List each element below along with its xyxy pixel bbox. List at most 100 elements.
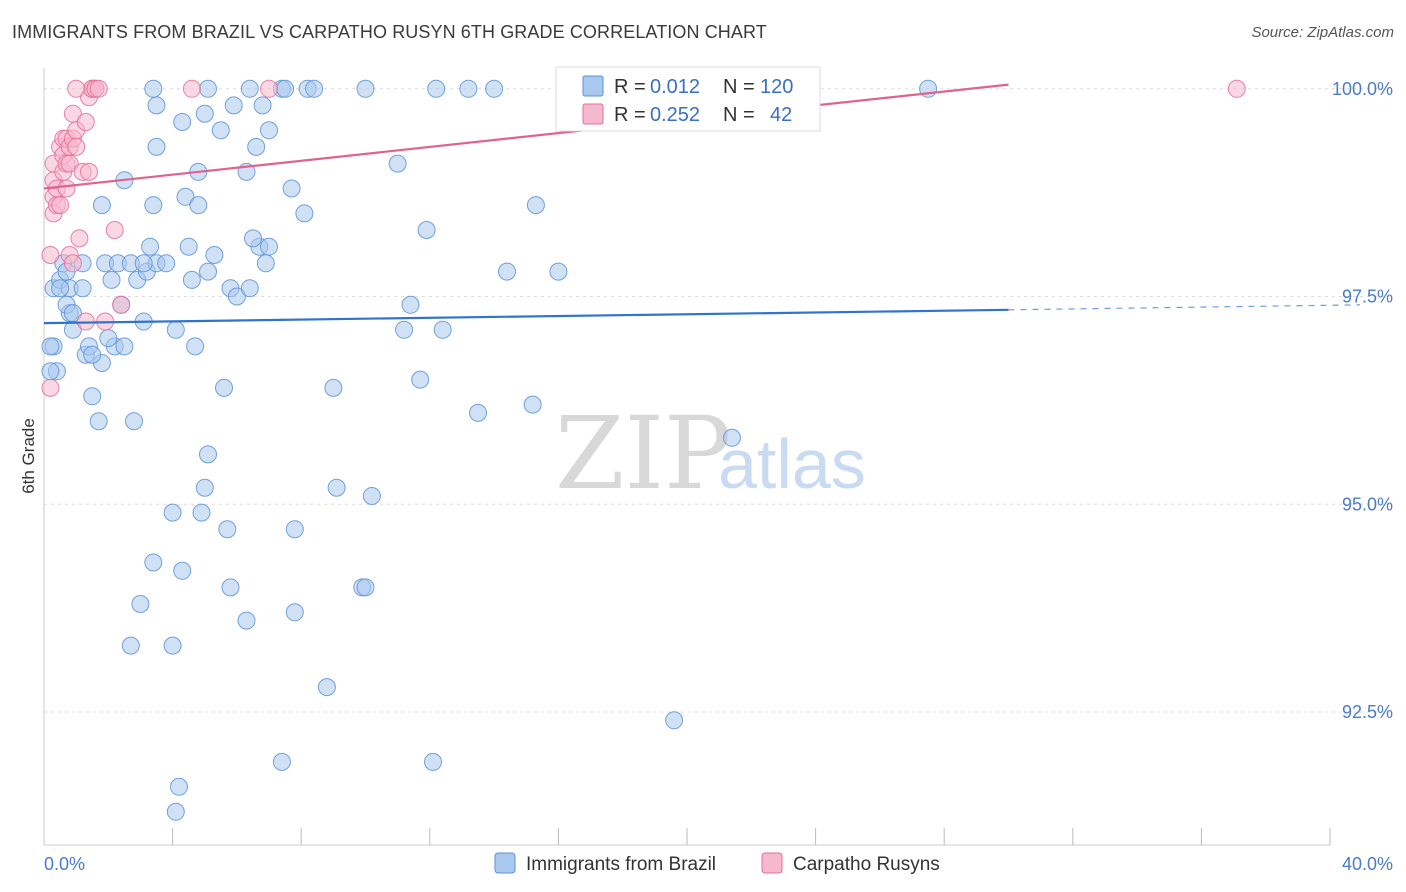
brazil-point-31 <box>157 254 176 273</box>
brazil-point-42 <box>211 121 230 140</box>
rusyn-trend-line <box>43 83 1009 190</box>
brazil-point-117 <box>99 329 118 348</box>
x-ticks <box>172 828 1331 845</box>
watermark-zip: ZIP <box>555 395 731 512</box>
y-tick-label-1: 97.5% <box>1342 287 1393 307</box>
brazil-point-82 <box>147 96 166 115</box>
rusyn-point-41 <box>51 196 70 215</box>
brazil-point-62 <box>411 370 430 389</box>
legend-n-label-1: N = <box>723 76 755 98</box>
trend-lines <box>43 83 1361 325</box>
series-rusyn-points <box>41 79 1246 397</box>
brazil-point-80 <box>485 79 504 98</box>
brazil-point-87 <box>163 503 182 522</box>
brazil-point-28 <box>144 196 163 215</box>
brazil-point-71 <box>199 79 217 98</box>
legend-r-label-2: R = <box>614 104 646 126</box>
brazil-point-57 <box>324 378 343 397</box>
brazil-point-108 <box>166 802 185 821</box>
chart-source: Source: ZipAtlas.com <box>1251 24 1394 41</box>
brazil-trend-line <box>43 308 1009 325</box>
legend-n-label-2: N = <box>723 104 755 126</box>
legend-r-value-1: 0.012 <box>650 76 700 98</box>
rusyn-point-37 <box>67 79 86 98</box>
legend-n-value-1: 120 <box>760 76 793 98</box>
brazil-point-103 <box>317 678 336 697</box>
y-axis-label: 6th Grade <box>19 418 38 494</box>
brazil-point-12 <box>89 412 108 431</box>
brazil-point-93 <box>144 553 163 572</box>
legend-r-label-1: R = <box>614 76 646 98</box>
rusyn-point-35 <box>105 221 124 239</box>
brazil-point-61 <box>417 221 436 239</box>
brazil-point-52 <box>260 121 278 140</box>
bottom-legend-label-brazil: Immigrants from Brazil <box>526 854 716 875</box>
brazil-point-63 <box>433 320 452 339</box>
brazil-point-64 <box>469 403 487 422</box>
brazil-point-29 <box>147 137 166 156</box>
brazil-point-91 <box>327 478 346 497</box>
rusyn-point-24 <box>76 113 95 131</box>
brazil-point-98 <box>285 603 304 622</box>
watermark-atlas: atlas <box>718 425 866 503</box>
brazil-point-27 <box>141 237 160 256</box>
bottom-legend-label-rusyn: Carpatho Rusyns <box>793 854 940 875</box>
brazil-point-113 <box>73 279 92 298</box>
brazil-point-45 <box>224 96 243 115</box>
rusyn-point-25 <box>80 162 98 181</box>
brazil-point-114 <box>63 304 82 323</box>
brazil-point-54 <box>247 137 266 156</box>
brazil-point-32 <box>166 320 185 339</box>
rusyn-point-39 <box>260 79 278 98</box>
brazil-point-77 <box>356 79 375 98</box>
brazil-point-51 <box>256 254 275 273</box>
brazil-point-100 <box>356 578 375 597</box>
brazil-point-67 <box>549 262 568 281</box>
brazil-point-55 <box>282 179 301 198</box>
y-tick-label-0: 100.0% <box>1332 79 1393 99</box>
brazil-point-36 <box>182 270 201 289</box>
brazil-point-34 <box>176 187 195 206</box>
brazil-point-102 <box>163 636 182 655</box>
brazil-point-85 <box>199 445 217 464</box>
legend-n-value-2: 42 <box>770 104 792 126</box>
brazil-point-111 <box>51 279 70 298</box>
brazil-point-105 <box>272 752 291 771</box>
brazil-trend-extension <box>1008 304 1361 311</box>
brazil-point-40 <box>199 262 217 281</box>
series-legend: Immigrants from Brazil Carpatho Rusyns <box>494 852 940 875</box>
brazil-point-90 <box>285 520 304 539</box>
brazil-point-50 <box>253 96 272 115</box>
brazil-point-78 <box>427 79 446 98</box>
brazil-point-23 <box>125 412 143 431</box>
brazil-point-38 <box>189 196 208 215</box>
brazil-point-35 <box>179 237 198 256</box>
brazil-point-46 <box>227 287 246 306</box>
y-tick-label-3: 92.5% <box>1342 702 1393 722</box>
rusyn-point-0 <box>41 378 60 397</box>
brazil-point-115 <box>83 345 102 364</box>
x-tick-label-max: 40.0% <box>1342 854 1393 874</box>
brazil-point-119 <box>244 229 262 248</box>
brazil-point-41 <box>205 246 224 264</box>
brazil-point-48 <box>240 279 259 298</box>
brazil-point-56 <box>295 204 314 223</box>
rusyn-point-36 <box>112 295 131 314</box>
x-tick-label-min: 0.0% <box>44 854 85 874</box>
chart-title: IMMIGRANTS FROM BRAZIL VS CARPATHO RUSYN… <box>12 22 767 42</box>
brazil-point-79 <box>459 79 478 98</box>
y-tick-label-2: 95.0% <box>1342 494 1393 514</box>
rusyn-point-31 <box>89 79 108 98</box>
series-brazil-points <box>41 79 938 821</box>
brazil-point-89 <box>218 520 237 539</box>
brazil-point-20 <box>92 196 111 215</box>
brazil-point-76 <box>305 79 324 98</box>
rusyn-point-17 <box>60 154 79 173</box>
brazil-point-92 <box>362 487 381 505</box>
legend-swatch-brazil <box>582 75 604 97</box>
brazil-point-59 <box>395 320 414 339</box>
brazil-point-15 <box>102 270 121 289</box>
brazil-point-68 <box>523 395 542 414</box>
brazil-point-72 <box>240 79 259 98</box>
